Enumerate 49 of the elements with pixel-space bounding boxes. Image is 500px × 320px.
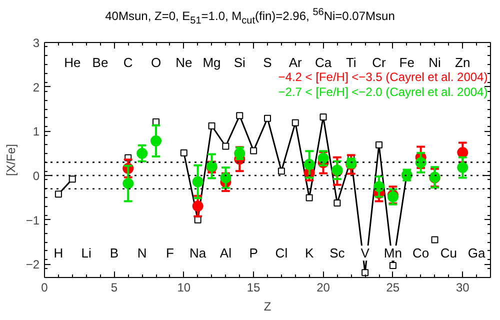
text: −4.2 < [Fe/H] <−3.5 (Cayrel et al. 2004) xyxy=(278,70,488,84)
annotation: Cr xyxy=(372,54,387,70)
y-tick-label: 1 xyxy=(32,124,40,139)
annotation: O xyxy=(150,54,162,70)
annotation: Cu xyxy=(440,246,458,261)
y-tick-label: −1 xyxy=(26,213,40,228)
y-tick-label: −2 xyxy=(26,258,40,272)
annotation: Ga xyxy=(468,246,486,261)
annotation: V xyxy=(360,246,370,261)
x-tick-label: 25 xyxy=(386,280,400,294)
x-tick-label: 0 xyxy=(41,280,48,294)
annotation: Ar xyxy=(288,54,303,70)
annotation: F xyxy=(166,246,174,261)
x-tick-label: 15 xyxy=(246,280,261,294)
x-tick-label: 20 xyxy=(316,280,330,294)
annotation: Al xyxy=(220,246,232,261)
annotation: He xyxy=(64,54,81,70)
annotation: K xyxy=(304,246,314,261)
annotation: Ca xyxy=(314,54,332,70)
x-tick-label: 30 xyxy=(456,280,470,294)
annotation: Cl xyxy=(275,246,288,261)
text: −2.7 < [Fe/H] <−2.0 (Cayrel et al. 2004) xyxy=(278,85,488,100)
annotation: B xyxy=(110,246,119,261)
annotation: Co xyxy=(412,246,430,261)
y-axis-title: [X/Fe] xyxy=(4,144,18,176)
annotation: Mn xyxy=(384,246,402,261)
y-tick-label: 3 xyxy=(32,36,40,50)
annotation: Sc xyxy=(330,246,346,261)
annotation: Si xyxy=(234,54,246,70)
annotation: Ne xyxy=(176,54,192,70)
annotation: P xyxy=(249,246,258,261)
x-tick-label: 10 xyxy=(177,280,191,294)
annotation: Fe xyxy=(399,54,414,70)
annotation: Be xyxy=(92,54,108,70)
annotation: Zn xyxy=(455,54,470,70)
annotation: C xyxy=(123,54,133,70)
annotation: Na xyxy=(190,246,207,261)
annotation: Mg xyxy=(202,54,221,70)
annotation: Ni xyxy=(428,54,441,70)
annotation: N xyxy=(137,246,147,261)
annotation: H xyxy=(54,246,64,261)
y-tick-label: 2 xyxy=(32,80,40,94)
y-tick-label: 0 xyxy=(32,169,40,184)
annotation: Ti xyxy=(346,54,356,70)
annotation: Li xyxy=(81,246,92,261)
annotation: S xyxy=(263,54,272,70)
x-tick-label: 5 xyxy=(110,280,118,294)
chart-title: 40Msun, Z=0, E$_{51}$=1.0, M$_{cut}$(fin)=2.96, $^{56}$Ni=0.07Msun xyxy=(104,6,396,28)
x-axis-title: Z xyxy=(264,300,272,314)
